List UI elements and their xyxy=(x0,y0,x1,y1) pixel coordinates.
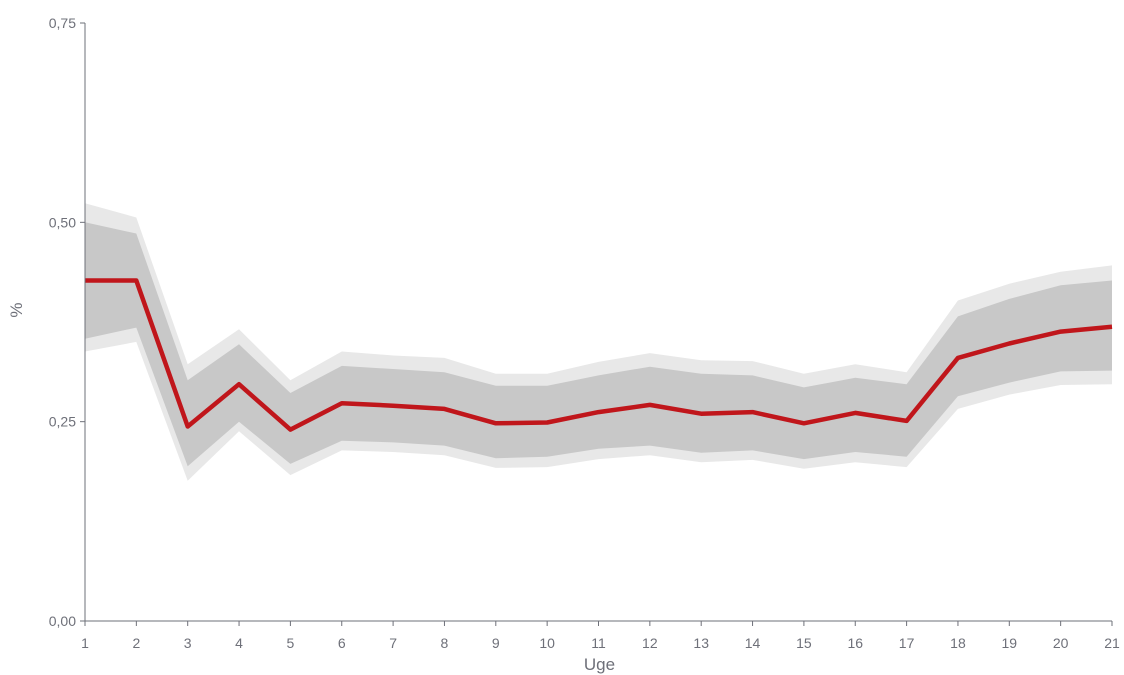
x-tick-label: 14 xyxy=(745,635,761,651)
x-tick-label: 21 xyxy=(1104,635,1120,651)
x-tick-label: 15 xyxy=(796,635,812,651)
x-tick-label: 16 xyxy=(847,635,863,651)
x-tick-label: 6 xyxy=(338,635,346,651)
interval-bands xyxy=(85,203,1112,481)
x-axis-title: Uge xyxy=(584,655,615,674)
y-axis-ticks: 0,00 0,25 0,50 0,75 xyxy=(49,15,85,629)
y-axis-title: % xyxy=(7,302,26,317)
x-tick-label: 13 xyxy=(693,635,709,651)
x-tick-label: 11 xyxy=(591,635,606,651)
x-tick-label: 17 xyxy=(899,635,915,651)
x-tick-label: 20 xyxy=(1053,635,1069,651)
y-tick-label: 0,50 xyxy=(49,214,76,230)
x-tick-label: 4 xyxy=(235,635,243,651)
series-lines xyxy=(84,278,1113,432)
x-tick-label: 1 xyxy=(81,635,89,651)
x-tick-label: 18 xyxy=(950,635,966,651)
x-tick-label: 9 xyxy=(492,635,500,651)
y-tick-label: 0,75 xyxy=(49,15,76,31)
x-tick-label: 12 xyxy=(642,635,658,651)
x-tick-label: 7 xyxy=(389,635,397,651)
y-tick-label: 0,00 xyxy=(49,613,76,629)
x-tick-label: 5 xyxy=(287,635,295,651)
x-tick-label: 2 xyxy=(132,635,140,651)
x-tick-label: 19 xyxy=(1002,635,1018,651)
x-tick-label: 8 xyxy=(441,635,449,651)
y-tick-label: 0,25 xyxy=(49,414,76,430)
x-axis-ticks: 1 2 3 4 5 6 7 8 9 10 11 12 13 14 15 16 17 18 19 20 21 xyxy=(81,621,1120,651)
x-tick-label: 3 xyxy=(184,635,192,651)
x-tick-label: 10 xyxy=(539,635,555,651)
